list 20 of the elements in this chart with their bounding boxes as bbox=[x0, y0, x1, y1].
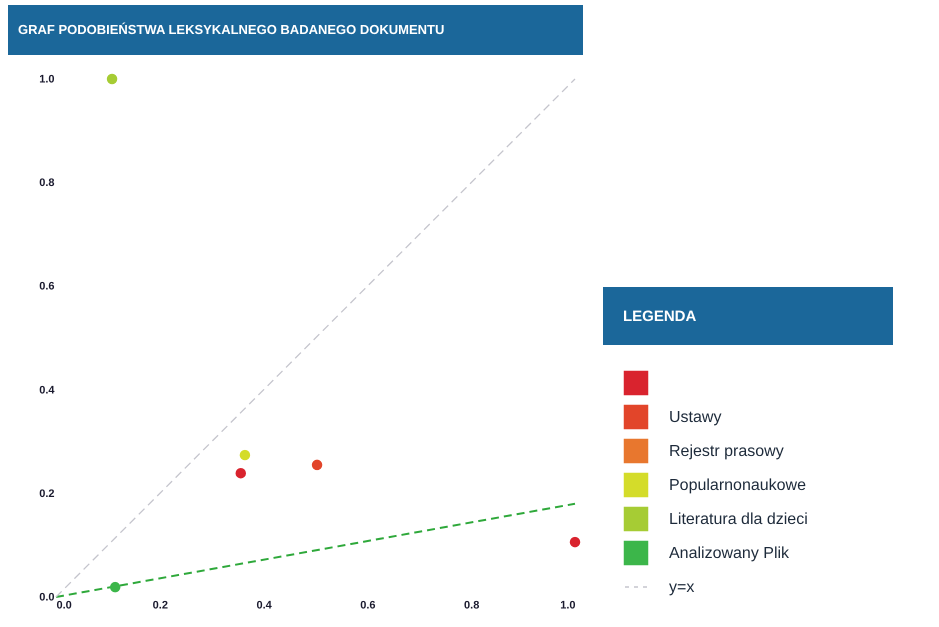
y-tick-label: 1.0 bbox=[39, 74, 54, 86]
x-tick-label: 0.8 bbox=[464, 600, 480, 612]
x-tick-label: 0.2 bbox=[152, 600, 168, 612]
legend-label: Rejestr prasowy bbox=[669, 443, 784, 460]
y-tick-label: 0.4 bbox=[39, 384, 56, 396]
legend-label: Analizowany Plik bbox=[669, 545, 790, 562]
legend-label: Popularnonaukowe bbox=[669, 477, 806, 494]
y-tick-label: 0.2 bbox=[39, 488, 54, 500]
x-tick-label: 0.0 bbox=[56, 600, 72, 612]
y-tick-label: 0.0 bbox=[39, 592, 54, 604]
x-tick-label: 0.6 bbox=[360, 600, 376, 612]
x-tick-label: 0.4 bbox=[256, 600, 273, 612]
legend-label: y=x bbox=[669, 579, 694, 596]
x-tick-label: 1.0 bbox=[560, 600, 576, 612]
y-tick-label: 0.8 bbox=[39, 177, 54, 190]
chart-title: GRAF PODOBIEŃSTWA LEKSYKALNEGO BADANEGO DOKUMENTU bbox=[18, 22, 444, 37]
legend-label: Literatura dla dzieci bbox=[669, 511, 808, 528]
legend-title: LEGENDA bbox=[623, 308, 697, 325]
legend-label: Ustawy bbox=[669, 409, 722, 426]
y-tick-label: 0.6 bbox=[39, 280, 54, 293]
